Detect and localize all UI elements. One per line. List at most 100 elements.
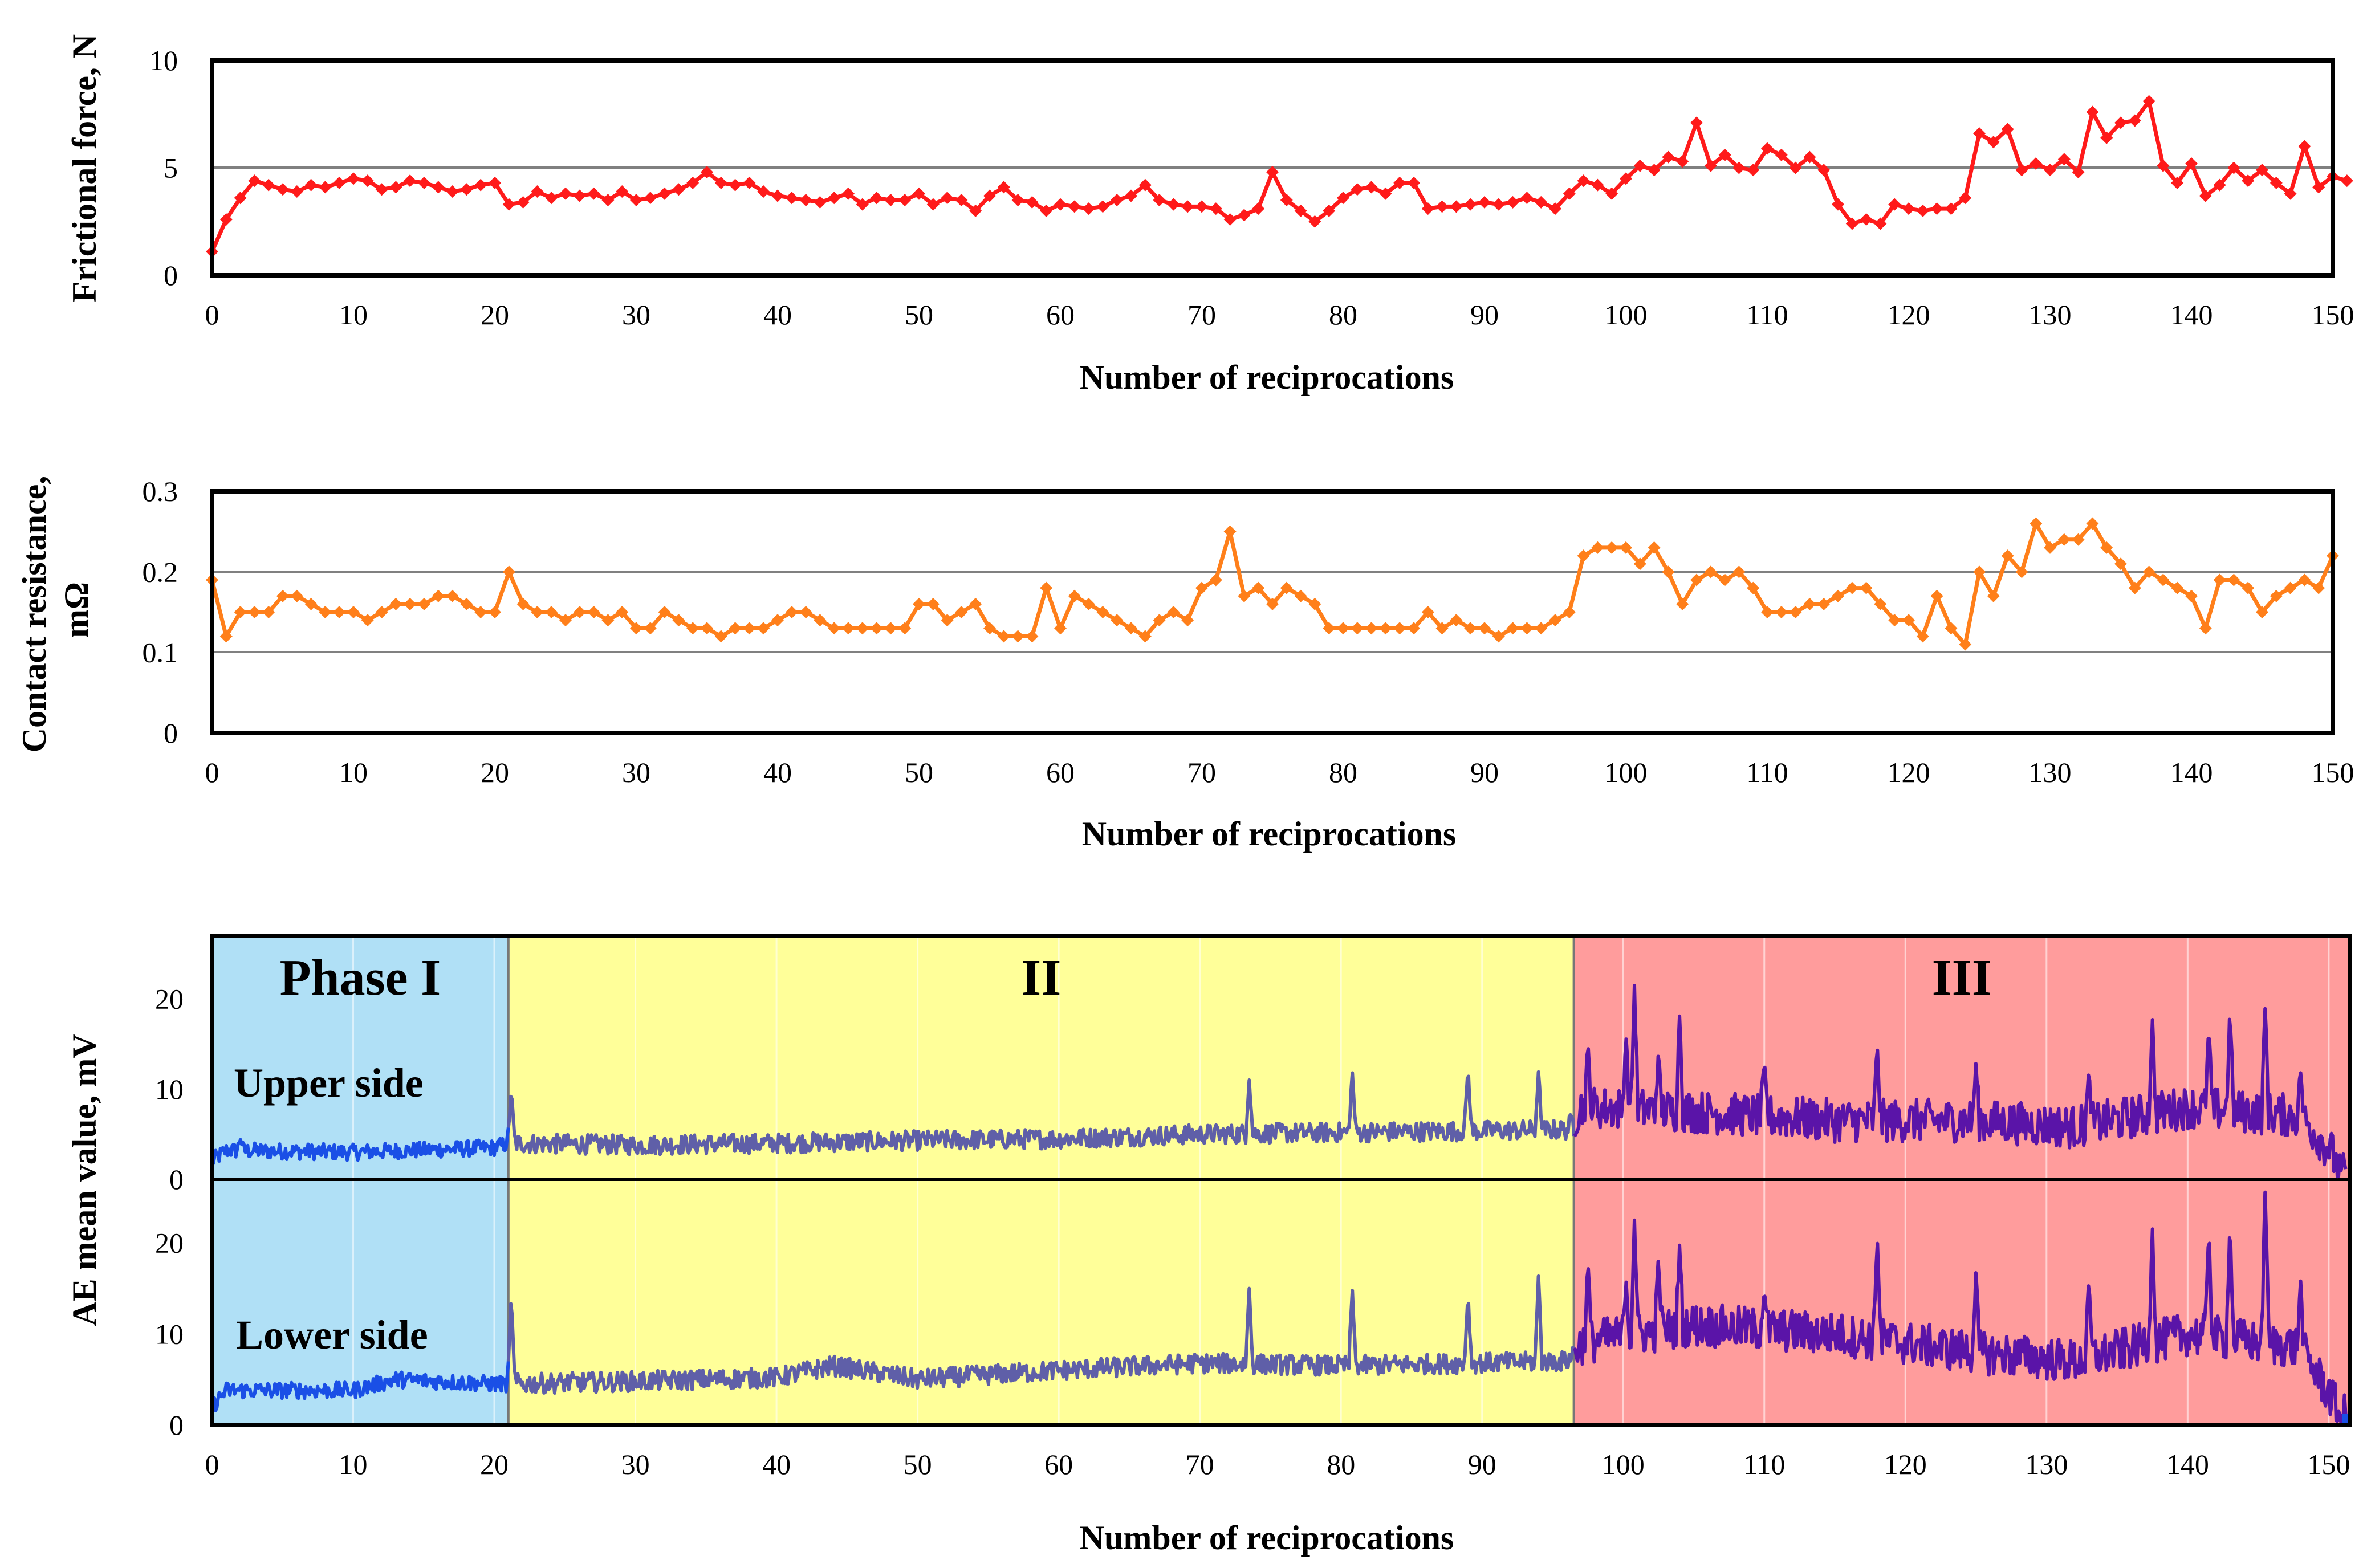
x-tick-label: 40 (763, 299, 792, 331)
data-point-marker (1860, 213, 1873, 226)
data-point-marker (2270, 589, 2283, 602)
data-point-marker (1732, 161, 1746, 174)
data-point-marker (1633, 159, 1646, 172)
data-point-marker (276, 183, 289, 196)
data-point-marker (474, 178, 487, 192)
data-point-marker (1125, 622, 1137, 635)
data-point-marker (856, 622, 869, 635)
data-point-marker (418, 176, 430, 189)
data-point-marker (587, 187, 600, 200)
x-tick-label: 100 (1605, 756, 1648, 788)
data-point-marker (2242, 581, 2255, 594)
ae-signal-line (210, 1127, 510, 1166)
data-point-marker (262, 178, 275, 192)
data-point-marker (1408, 176, 1420, 189)
data-point-marker (601, 194, 615, 207)
ae-signal-line (506, 1274, 1576, 1395)
data-point-marker (361, 614, 374, 627)
data-point-marker (1973, 565, 1986, 579)
data-point-marker (276, 589, 289, 602)
data-point-marker (1421, 202, 1434, 215)
data-point-marker (2128, 581, 2141, 594)
x-tick-label: 120 (1888, 756, 1930, 788)
x-axis-label: Number of reciprocations (1080, 359, 1454, 396)
x-tick-labels: 0 10 20 30 40 50 60 70 80 90 100 110 120 130 140 150 (205, 299, 2354, 331)
data-point-marker (658, 187, 671, 200)
x-tick-label: 50 (905, 299, 933, 331)
data-point-marker (1690, 573, 1703, 587)
data-point-marker (1294, 204, 1307, 217)
data-point-marker (983, 622, 996, 635)
x-tick-labels: 0 10 20 30 40 50 60 70 80 90 100 110 120 130 140 150 (205, 756, 2354, 788)
x-tick-label: 30 (622, 756, 650, 788)
data-point-marker (1252, 581, 1265, 594)
data-point-marker (1803, 150, 1816, 164)
data-point-marker (2001, 549, 2014, 563)
frictional-force-chart: 0 10 20 30 40 50 60 70 80 90 100 110 120 130 140 150 0 5… (66, 34, 2354, 396)
data-point-marker (1195, 581, 1208, 594)
data-point-marker (672, 614, 685, 627)
data-point-marker (1464, 622, 1477, 635)
data-point-marker (1011, 630, 1024, 643)
x-tick-label: 70 (1187, 756, 1216, 788)
data-point-marker (2057, 533, 2071, 546)
data-point-marker (1379, 187, 1392, 200)
data-point-marker (1153, 614, 1166, 627)
data-point-marker (2242, 174, 2255, 188)
y-tick-label: 10 (149, 44, 178, 76)
x-tick-label: 70 (1187, 299, 1216, 331)
x-tick-label: 30 (621, 1448, 650, 1480)
y-axis-label-line-1: Contact resistance, (15, 476, 53, 752)
data-point-marker (1520, 192, 1534, 205)
x-tick-label: 150 (2312, 756, 2354, 788)
ae-signal-line (506, 1070, 1576, 1156)
data-point-marker (573, 606, 586, 618)
data-point-marker (1916, 204, 1929, 217)
y-tick-labels: 0 10 20 0 10 20 (155, 983, 184, 1441)
data-point-marker (1832, 198, 1844, 211)
data-point-marker (1068, 200, 1081, 213)
data-point-marker (1054, 198, 1067, 211)
data-point-marker (502, 198, 515, 211)
plot-frame (210, 489, 2335, 735)
data-point-marker (1930, 589, 1943, 602)
data-point-marker (1916, 630, 1929, 643)
data-point-marker (2015, 565, 2028, 579)
data-point-marker (2157, 159, 2170, 172)
data-point-marker (1902, 202, 1915, 215)
data-point-marker (2270, 176, 2283, 189)
data-point-marker (1238, 589, 1251, 602)
data-point-marker (814, 196, 827, 209)
x-tick-label: 130 (2029, 299, 2072, 331)
data-point-marker (1662, 150, 1675, 164)
y-axis-label: Frictional force, N (66, 34, 103, 302)
data-point-marker (729, 622, 742, 635)
data-point-marker (1605, 187, 1618, 200)
frictional-force-series-line (210, 96, 2348, 252)
ae-mean-value-chart: Phase I II III Upper side Lower side 0 10 20… (66, 934, 2352, 1557)
data-point-marker (997, 630, 1010, 643)
data-point-marker (2312, 581, 2325, 594)
x-tick-labels: 0 10 20 30 40 50 60 70 80 90 100 110 120 130 140 150 (205, 1448, 2350, 1480)
data-point-marker (1549, 202, 1561, 215)
data-point-marker (1563, 187, 1576, 200)
data-point-marker (319, 181, 332, 194)
x-tick-label: 110 (1743, 1448, 1785, 1480)
data-point-marker (389, 181, 402, 194)
x-tick-label: 60 (1046, 299, 1075, 331)
phase-label: III (1932, 950, 1992, 1006)
data-point-marker (1167, 606, 1180, 618)
data-point-marker (1111, 194, 1124, 207)
data-point-marker (785, 192, 798, 205)
data-point-marker (814, 614, 827, 627)
data-point-marker (955, 606, 968, 618)
y-tick-label: 0 (169, 1409, 184, 1441)
data-point-marker (630, 622, 642, 635)
data-point-marker (1732, 565, 1746, 579)
data-point-marker (2100, 541, 2113, 554)
data-point-marker (1266, 597, 1279, 610)
data-point-marker (1068, 589, 1081, 602)
x-tick-label: 80 (1327, 1448, 1355, 1480)
data-point-marker (1747, 581, 1760, 594)
data-point-marker (333, 176, 346, 189)
